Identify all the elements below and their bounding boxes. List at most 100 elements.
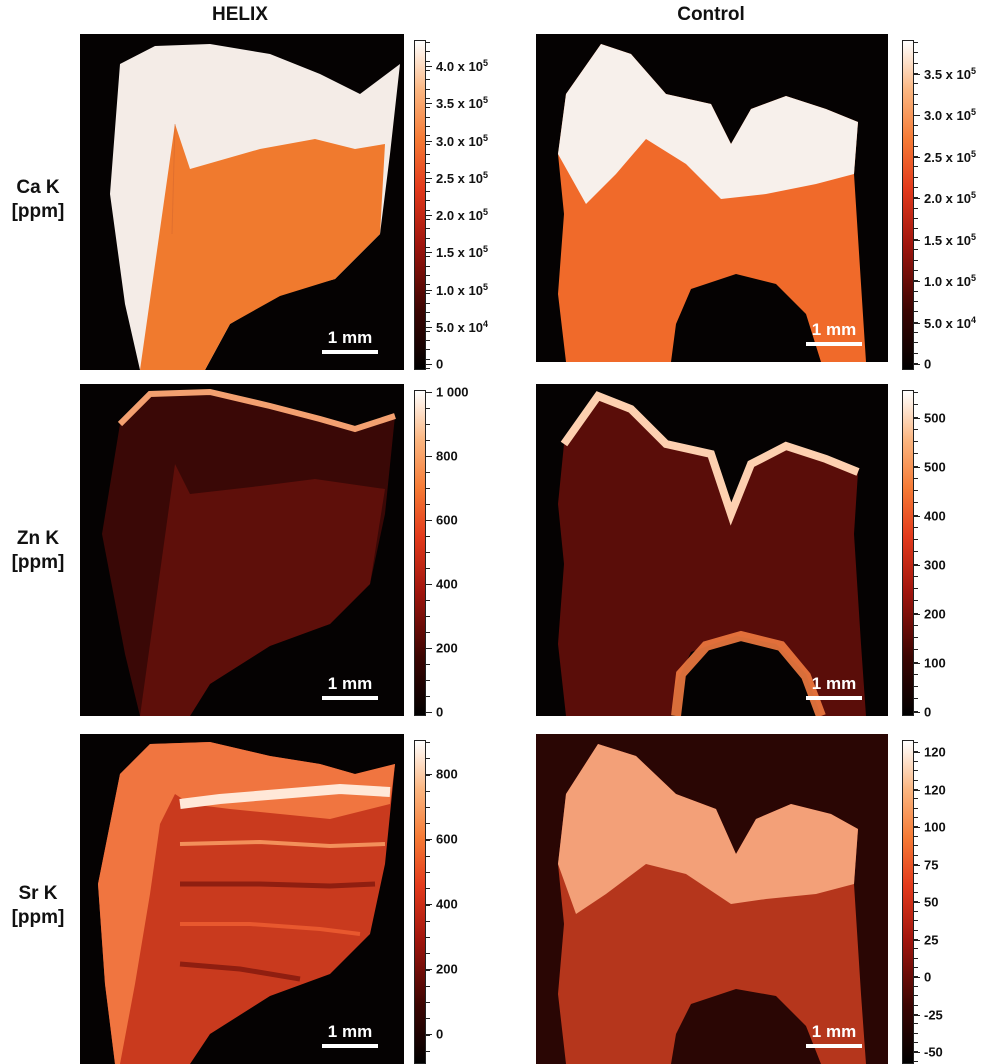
colorbar-minor-tick	[426, 247, 430, 248]
colorbar-minor-tick	[914, 845, 918, 846]
colorbar-minor-tick	[914, 42, 918, 43]
colorbar-major-tick	[914, 865, 920, 866]
colorbar-minor-tick	[426, 937, 430, 938]
colorbar-tick-label: 25	[924, 932, 939, 948]
colorbar-minor-tick	[914, 135, 918, 136]
colorbar-minor-tick	[914, 770, 918, 771]
colorbar-tick-label: 600	[436, 831, 458, 847]
colorbar-tick-label: 0	[436, 1026, 444, 1042]
colorbar-major-tick	[914, 790, 920, 791]
colorbar-minor-tick	[914, 322, 918, 323]
colorbar-minor-tick	[914, 404, 918, 405]
colorbar-tick-label: 100	[924, 655, 946, 671]
colorbar-minor-tick	[914, 453, 918, 454]
colorbar-minor-tick	[914, 478, 918, 479]
colorbar-tick-label: 400	[436, 576, 458, 592]
colorbar-tick-label: 600	[436, 512, 458, 528]
row-label-ca: Ca K [ppm]	[0, 176, 76, 224]
colorbar-major-tick	[914, 902, 920, 903]
colorbar-minor-tick	[426, 359, 430, 360]
colorbar-minor-tick	[426, 51, 430, 52]
colorbar-minor-tick	[914, 901, 918, 902]
colorbar-minor-tick	[914, 939, 918, 940]
colorbar-major-tick	[914, 663, 920, 664]
colorbar-minor-tick	[914, 1005, 918, 1006]
colorbar-minor-tick	[914, 576, 918, 577]
colorbar-minor-tick	[914, 73, 918, 74]
colorbar-minor-tick	[426, 872, 430, 873]
colorbar-major-tick	[426, 290, 432, 291]
colorbar-major-tick	[914, 752, 920, 753]
colorbar-tick-label: -25	[924, 1007, 943, 1023]
colorbar-tick-label: 0	[924, 356, 932, 372]
colorbar-major-tick	[914, 198, 920, 199]
colorbar-minor-tick	[426, 154, 430, 155]
colorbar-major-tick	[426, 392, 432, 393]
colorbar-minor-tick	[914, 883, 918, 884]
colorbar-minor-tick	[426, 775, 430, 776]
map-sr-helix: 1 mm	[80, 734, 404, 1064]
colorbar-tick-label: 1 000	[436, 384, 469, 400]
colorbar-minor-tick	[914, 1061, 918, 1062]
row-label-element: Zn K	[16, 528, 60, 549]
colorbar-minor-tick	[914, 892, 918, 893]
colorbar-major-tick	[426, 584, 432, 585]
colorbar-minor-tick	[426, 488, 430, 489]
scale-bar: 1 mm	[322, 1022, 378, 1048]
column-header-control: Control	[677, 4, 745, 25]
colorbar-major-tick	[426, 252, 432, 253]
colorbar-major-tick	[914, 364, 920, 365]
colorbar-tick-label: 5.0 x 104	[924, 314, 977, 332]
colorbar-minor-tick	[914, 342, 918, 343]
colorbar-minor-tick	[914, 798, 918, 799]
colorbar-minor-tick	[914, 417, 918, 418]
colorbar-minor-tick	[426, 284, 430, 285]
colorbar-minor-tick	[426, 696, 430, 697]
colorbar-minor-tick	[914, 686, 918, 687]
map-sr-control: 1 mm	[536, 734, 888, 1064]
colorbar-major-tick	[426, 103, 432, 104]
colorbar-minor-tick	[914, 1023, 918, 1024]
colorbar-minor-tick	[426, 312, 430, 313]
colorbar-minor-tick	[426, 791, 430, 792]
colorbar-major-tick	[426, 904, 432, 905]
colorbar-major-tick	[426, 648, 432, 649]
colorbar-minor-tick	[426, 1035, 430, 1036]
colorbar-minor-tick	[914, 156, 918, 157]
colorbar-minor-tick	[914, 826, 918, 827]
colorbar-minor-tick	[426, 219, 430, 220]
colorbar-major-tick	[426, 456, 432, 457]
colorbar-minor-tick	[426, 228, 430, 229]
colorbar-tick-exponent: 5	[483, 169, 489, 180]
colorbar-minor-tick	[914, 208, 918, 209]
colorbar-minor-tick	[426, 349, 430, 350]
colorbar-ca-helix	[414, 40, 426, 370]
colorbar-minor-tick	[914, 751, 918, 752]
colorbar-ca-control	[902, 40, 914, 370]
colorbar-major-tick	[426, 327, 432, 328]
colorbar-major-tick	[426, 839, 432, 840]
colorbar-minor-tick	[914, 674, 918, 675]
colorbar-minor-tick	[914, 527, 918, 528]
colorbar-minor-tick	[426, 472, 430, 473]
colorbar-minor-tick	[914, 986, 918, 987]
colorbar-minor-tick	[914, 177, 918, 178]
colorbar-tick-label: 500	[924, 410, 946, 426]
colorbar-minor-tick	[426, 256, 430, 257]
colorbar-minor-tick	[426, 210, 430, 211]
colorbar-tick-label: 50	[924, 894, 939, 910]
colorbar-minor-tick	[914, 332, 918, 333]
colorbar-tick-label: 0	[436, 704, 444, 720]
colorbar-major-tick	[914, 516, 920, 517]
colorbar-minor-tick	[426, 536, 430, 537]
colorbar-tick-exponent: 5	[971, 189, 977, 200]
colorbar-minor-tick	[426, 888, 430, 889]
colorbar-major-tick	[426, 66, 432, 67]
colorbar-tick-label: 400	[436, 896, 458, 912]
colorbar-tick-label: 2.0 x 105	[436, 206, 489, 224]
colorbar-minor-tick	[914, 63, 918, 64]
colorbar-minor-tick	[914, 490, 918, 491]
colorbar-minor-tick	[426, 163, 430, 164]
colorbar-minor-tick	[426, 408, 430, 409]
colorbar-tick-label: 0	[924, 969, 932, 985]
